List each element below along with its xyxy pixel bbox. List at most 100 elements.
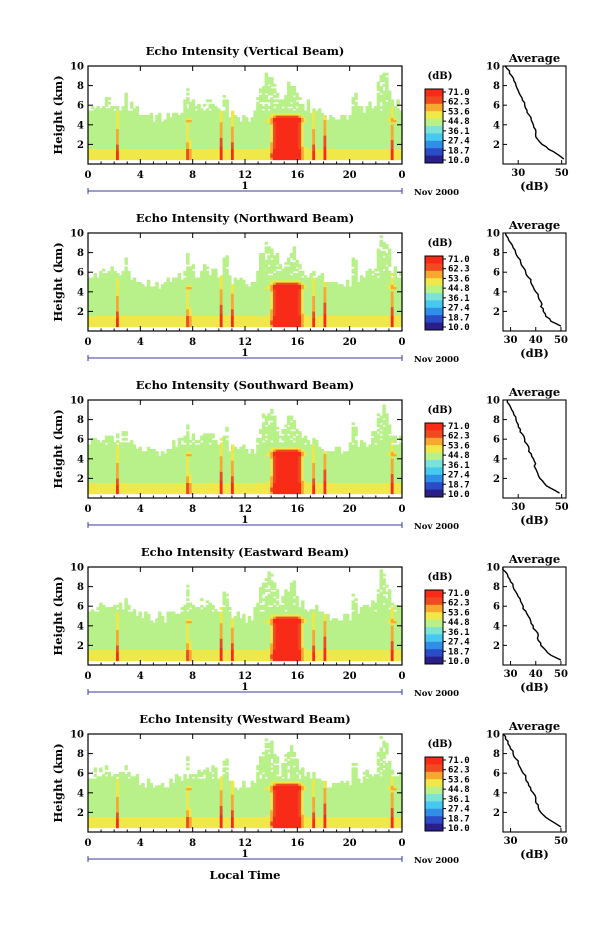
heatmap-cell [275, 126, 280, 129]
heatmap-cell [211, 123, 215, 127]
heatmap-cell [99, 155, 103, 158]
heatmap-cell [205, 123, 210, 127]
heatmap-cell [385, 130, 389, 134]
heatmap-cell [267, 92, 271, 96]
heatmap-cell [242, 279, 246, 283]
heatmap-cell [348, 143, 353, 147]
colorbar-swatch [425, 149, 443, 152]
heatmap-cell [379, 106, 383, 109]
heatmap-cell [256, 119, 260, 123]
heatmap-cell [354, 94, 358, 98]
heatmap-cell [90, 155, 95, 158]
heatmap-cell [393, 141, 397, 145]
colorbar-swatch [425, 95, 443, 97]
heatmap-cell [174, 115, 179, 118]
heatmap-cell [368, 128, 372, 132]
heatmap-cell [99, 152, 103, 156]
heatmap-cell [208, 115, 212, 118]
heatmap-cell [373, 150, 378, 154]
heatmap-cell [104, 137, 109, 141]
heatmap-cell [396, 128, 400, 132]
heatmap-cell [362, 135, 367, 138]
heatmap-cell [104, 315, 109, 319]
heatmap-cell [116, 128, 120, 132]
heatmap-cell [317, 143, 322, 147]
heatmap-cell [216, 148, 221, 152]
heatmap-cell [90, 123, 95, 127]
heatmap-cell [99, 288, 103, 292]
heatmap-cell [214, 117, 218, 121]
heatmap-cell [135, 108, 140, 112]
heatmap-cell [306, 126, 311, 129]
heatmap-cell [385, 112, 389, 116]
heatmap-cell [359, 112, 364, 116]
heatmap-cell [345, 123, 350, 127]
heatmap-cell [396, 101, 400, 105]
heatmap-cell [351, 106, 355, 109]
heatmap-cell [357, 119, 361, 123]
heatmap-cell [200, 152, 204, 156]
heatmap-cell [180, 137, 184, 141]
heatmap-cell [141, 137, 145, 141]
heatmap-cell [102, 295, 106, 299]
heatmap-cell [390, 139, 395, 143]
heatmap-cell [365, 106, 369, 109]
heatmap-cell [183, 115, 187, 118]
heatmap-cell [90, 302, 95, 305]
colorbar-swatch [425, 92, 443, 95]
heatmap-cell [172, 139, 176, 143]
heatmap-cell [90, 135, 95, 138]
colorbar-swatch [425, 121, 443, 123]
heatmap-cell [211, 126, 215, 129]
heatmap-cell [289, 90, 294, 94]
heatmap-cell [222, 94, 226, 98]
heatmap-cell [188, 155, 193, 158]
heatmap-cell [88, 130, 92, 134]
heatmap-cell [292, 119, 297, 123]
colorbar-frame [424, 88, 444, 164]
heatmap-cell [320, 115, 325, 118]
heatmap-cell [382, 157, 386, 161]
heatmap-cell [180, 128, 184, 132]
heatmap-cell [287, 94, 291, 98]
heatmap-cell [166, 148, 170, 152]
heatmap-cell [298, 119, 302, 123]
heatmap-cell [331, 155, 336, 158]
heatmap-cell [208, 141, 212, 145]
heatmap-cell [264, 106, 269, 109]
heatmap-cell [320, 135, 325, 138]
heatmap-cell [160, 121, 165, 125]
heatmap-cell [261, 148, 266, 152]
heatmap-cell [351, 130, 355, 134]
heatmap-cell [172, 157, 176, 161]
heatmap-cell [278, 99, 283, 103]
heatmap-cell [264, 74, 269, 78]
heatmap-cell [200, 139, 204, 143]
heatmap-cell [93, 308, 98, 312]
heatmap-cell [340, 128, 344, 132]
heatmap-cell [180, 135, 184, 138]
heatmap-cell [200, 119, 204, 123]
heatmap-cell [107, 101, 112, 105]
heatmap-cell [93, 310, 98, 314]
heatmap-cell [281, 108, 285, 112]
heatmap-cell [376, 86, 381, 89]
heatmap-cell [222, 157, 226, 161]
heatmap-cell [149, 126, 154, 129]
heatmap-cell [124, 155, 128, 158]
heatmap-cell [306, 123, 311, 127]
heatmap-cell [242, 128, 246, 132]
heatmap-cell [295, 148, 299, 152]
heatmap-cell [387, 139, 392, 143]
heatmap-cell [295, 141, 299, 145]
heatmap-cell [371, 137, 375, 141]
heatmap-cell [93, 130, 98, 134]
heatmap-cell [340, 126, 344, 129]
heatmap-cell [158, 115, 162, 118]
heatmap-cell [340, 157, 344, 161]
heatmap-cell [211, 117, 215, 121]
heatmap-cell [211, 157, 215, 161]
heatmap-cell [110, 266, 114, 270]
heatmap-cell [102, 317, 106, 321]
heatmap-cell [163, 143, 168, 147]
